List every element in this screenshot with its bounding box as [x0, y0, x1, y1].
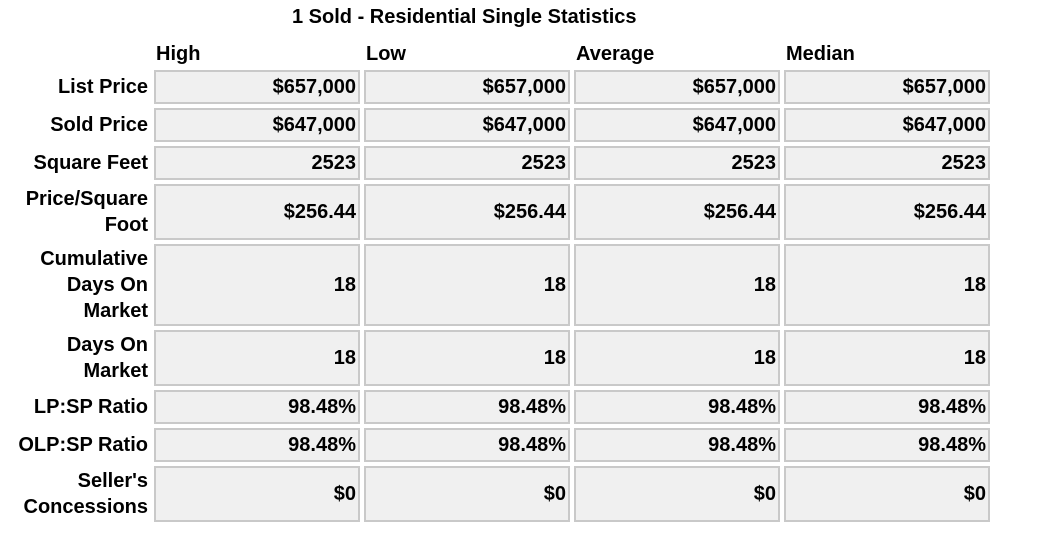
row-label: Days On Market — [66, 334, 148, 382]
value-cell: 18 — [154, 244, 360, 326]
header-row: High Low Average Median — [8, 40, 990, 66]
value-cell: $0 — [154, 466, 360, 522]
value-cell: $256.44 — [574, 184, 780, 240]
value-cell: $0 — [574, 466, 780, 522]
value-cell: $256.44 — [154, 184, 360, 240]
row-lp-sp-ratio: LP:SP Ratio 98.48% 98.48% 98.48% 98.48% — [8, 390, 990, 424]
value-cell: 98.48% — [784, 390, 990, 424]
row-square-feet: Square Feet 2523 2523 2523 2523 — [8, 146, 990, 180]
value-cell: 2523 — [784, 146, 990, 180]
value-cell: 98.48% — [364, 390, 570, 424]
value-cell: 2523 — [154, 146, 360, 180]
page-title: 1 Sold - Residential Single Statistics — [292, 6, 637, 28]
value-cell: 98.48% — [364, 428, 570, 462]
row-sold-price: Sold Price $647,000 $647,000 $647,000 $6… — [8, 108, 990, 142]
value-cell: $657,000 — [364, 70, 570, 104]
row-label: OLP:SP Ratio — [18, 434, 148, 456]
value-cell: $657,000 — [574, 70, 780, 104]
row-days-on-market: Days On Market 18 18 18 18 — [8, 330, 990, 386]
value-cell: $647,000 — [784, 108, 990, 142]
corner-cell — [8, 40, 150, 66]
row-label: Seller's Concessions — [23, 470, 148, 518]
value-cell: 98.48% — [154, 428, 360, 462]
column-header-median: Median — [786, 43, 855, 65]
value-cell: 18 — [574, 244, 780, 326]
row-label: Square Feet — [33, 152, 148, 174]
column-header-average: Average — [576, 43, 655, 65]
value-cell: $647,000 — [364, 108, 570, 142]
value-cell: $0 — [364, 466, 570, 522]
row-cumulative-days-on-market: Cumulative Days On Market 18 18 18 18 — [8, 244, 990, 326]
value-cell: $256.44 — [784, 184, 990, 240]
value-cell: 18 — [784, 330, 990, 386]
value-cell: $647,000 — [154, 108, 360, 142]
value-cell: 18 — [364, 330, 570, 386]
column-header-high: High — [156, 43, 201, 65]
value-cell: $657,000 — [154, 70, 360, 104]
value-cell: 18 — [364, 244, 570, 326]
row-label: Cumulative Days On Market — [40, 248, 148, 322]
statistics-table: High Low Average Median List Price $657,… — [4, 36, 994, 526]
value-cell: 2523 — [574, 146, 780, 180]
value-cell: 18 — [154, 330, 360, 386]
value-cell: 98.48% — [574, 428, 780, 462]
value-cell: $0 — [784, 466, 990, 522]
column-header-low: Low — [366, 43, 406, 65]
row-label: Sold Price — [50, 114, 148, 136]
value-cell: 2523 — [364, 146, 570, 180]
value-cell: 18 — [784, 244, 990, 326]
value-cell: 98.48% — [154, 390, 360, 424]
value-cell: 18 — [574, 330, 780, 386]
value-cell: 98.48% — [574, 390, 780, 424]
row-sellers-concessions: Seller's Concessions $0 $0 $0 $0 — [8, 466, 990, 522]
value-cell: 98.48% — [784, 428, 990, 462]
value-cell: $647,000 — [574, 108, 780, 142]
value-cell: $657,000 — [784, 70, 990, 104]
row-label: List Price — [57, 76, 148, 98]
row-label: Price/Square Foot — [25, 188, 148, 236]
row-price-per-square-foot: Price/Square Foot $256.44 $256.44 $256.4… — [8, 184, 990, 240]
value-cell: $256.44 — [364, 184, 570, 240]
row-label: LP:SP Ratio — [33, 396, 148, 418]
row-olp-sp-ratio: OLP:SP Ratio 98.48% 98.48% 98.48% 98.48% — [8, 428, 990, 462]
row-list-price: List Price $657,000 $657,000 $657,000 $6… — [8, 70, 990, 104]
